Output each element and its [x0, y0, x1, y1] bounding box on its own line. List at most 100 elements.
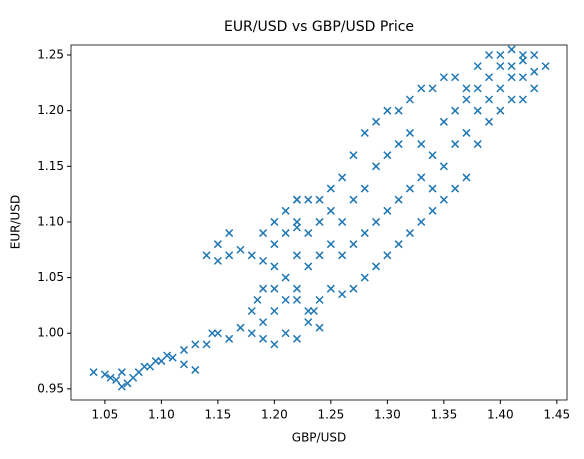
y-tick-label: 1.15 — [37, 159, 64, 173]
point — [462, 173, 471, 182]
x-axis-label: GBP/USD — [292, 431, 346, 445]
x-tick-label: 1.05 — [92, 408, 119, 422]
point — [338, 173, 347, 182]
point — [518, 73, 527, 82]
point — [292, 284, 301, 293]
point — [428, 151, 437, 160]
point — [349, 284, 358, 293]
y-tick-label: 1.05 — [37, 270, 64, 284]
point — [292, 295, 301, 304]
point — [304, 306, 313, 316]
point — [507, 95, 516, 104]
point — [338, 251, 347, 260]
point — [304, 195, 313, 204]
point — [326, 184, 335, 193]
point — [485, 117, 494, 126]
point — [428, 184, 437, 193]
point — [349, 151, 358, 160]
point — [202, 251, 211, 260]
point — [106, 373, 115, 382]
point — [439, 195, 448, 204]
point — [315, 295, 324, 304]
point — [117, 382, 126, 391]
y-tick-label: 1.20 — [37, 103, 64, 117]
y-tick-label: 1.10 — [37, 214, 64, 228]
point — [507, 45, 516, 54]
y-tick-label: 1.25 — [37, 48, 64, 62]
point — [473, 62, 482, 71]
x-tick-label: 1.20 — [261, 408, 288, 422]
point — [349, 195, 358, 204]
point — [202, 340, 211, 349]
point — [485, 95, 494, 104]
point — [270, 240, 279, 249]
point — [360, 184, 369, 193]
point — [372, 217, 381, 226]
point — [213, 240, 222, 249]
point — [315, 195, 324, 204]
point — [405, 229, 414, 238]
point — [270, 306, 279, 316]
point — [259, 256, 268, 265]
point — [462, 128, 471, 137]
point — [213, 329, 222, 338]
point — [270, 284, 279, 293]
point — [383, 206, 392, 215]
point — [541, 62, 550, 71]
point — [225, 251, 234, 260]
point — [417, 173, 426, 182]
point — [530, 50, 539, 60]
point — [496, 84, 505, 93]
point — [281, 273, 290, 282]
point — [89, 368, 98, 377]
point — [292, 334, 301, 343]
y-axis-label: EUR/USD — [9, 195, 23, 249]
point — [259, 334, 268, 343]
point — [247, 306, 256, 316]
point — [507, 62, 516, 71]
point — [530, 84, 539, 93]
point — [473, 140, 482, 149]
point — [518, 95, 527, 104]
point — [417, 140, 426, 149]
point — [304, 229, 313, 238]
x-tick-label: 1.35 — [430, 408, 457, 422]
point — [326, 206, 335, 215]
point — [394, 195, 403, 204]
y-tick-label: 0.95 — [37, 381, 64, 395]
point — [439, 73, 448, 82]
point — [372, 117, 381, 126]
point — [417, 84, 426, 93]
point — [451, 73, 460, 82]
point — [292, 251, 301, 260]
point — [270, 340, 279, 349]
point — [473, 106, 482, 115]
point — [326, 240, 335, 249]
point — [315, 251, 324, 260]
point — [394, 140, 403, 149]
point — [281, 329, 290, 338]
point — [383, 151, 392, 160]
point — [304, 262, 313, 271]
point — [530, 67, 539, 76]
point — [428, 84, 437, 93]
point — [247, 251, 256, 260]
point — [100, 370, 109, 379]
point — [259, 318, 268, 327]
point — [191, 340, 200, 349]
point — [360, 128, 369, 137]
point — [473, 84, 482, 93]
point — [112, 375, 121, 384]
point — [281, 229, 290, 238]
point — [338, 290, 347, 299]
point — [213, 256, 222, 265]
point — [117, 368, 126, 377]
point — [259, 229, 268, 238]
point — [462, 84, 471, 93]
point — [439, 162, 448, 171]
point — [394, 240, 403, 249]
point — [451, 184, 460, 193]
point — [383, 106, 392, 115]
point — [372, 262, 381, 271]
point — [292, 217, 301, 226]
